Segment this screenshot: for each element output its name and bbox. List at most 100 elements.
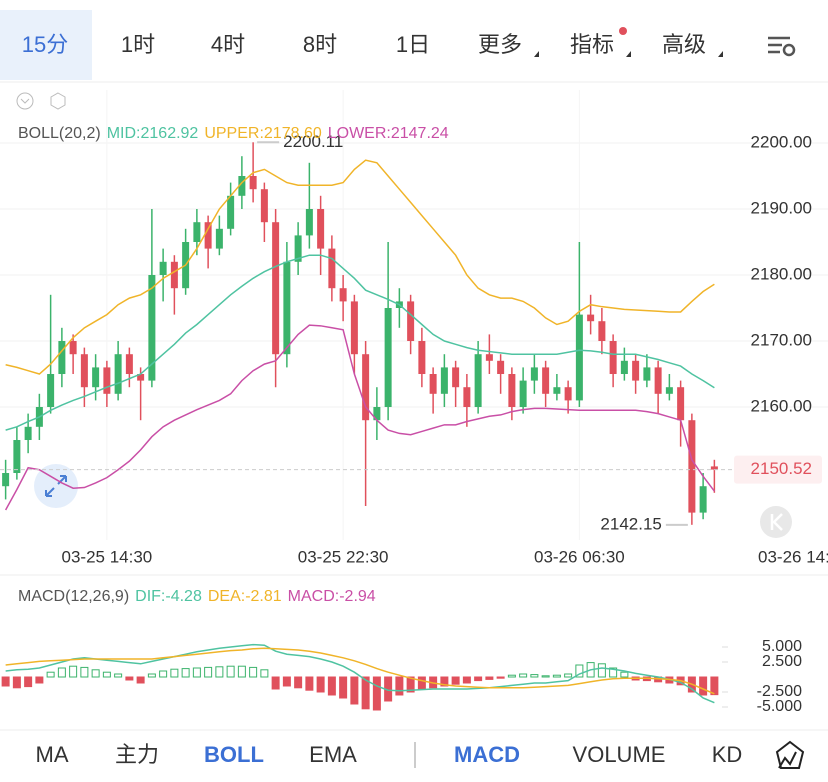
macd-bar — [35, 676, 44, 684]
scroll-button[interactable] — [760, 506, 792, 538]
y-tick-label: 2180.00 — [751, 264, 812, 283]
expand-button[interactable] — [34, 464, 78, 508]
time-tab[interactable]: 8时 — [303, 32, 337, 57]
candle-body — [564, 387, 572, 401]
macd-bar — [125, 676, 134, 681]
candle-body — [13, 440, 21, 474]
candle-body — [699, 486, 707, 513]
draw-icon[interactable] — [778, 751, 797, 769]
high-label: 2200.11 — [283, 132, 343, 151]
candle-body — [114, 354, 122, 394]
icon-gear — [782, 43, 796, 57]
legend-entry: LOWER:2147.24 — [328, 125, 449, 142]
candle-body — [643, 367, 651, 381]
indicator-line — [5, 254, 715, 431]
y-tick-label: 2160.00 — [751, 396, 812, 415]
macd-bar — [226, 665, 235, 678]
macd-bar — [249, 666, 258, 678]
icon[interactable] — [16, 92, 34, 110]
candle-body — [463, 387, 471, 408]
candle-body — [407, 301, 415, 342]
indicator-tab[interactable]: KD — [712, 742, 743, 767]
draw-icon-frame — [775, 740, 805, 769]
candle-body — [677, 387, 685, 421]
macd-bar — [507, 674, 516, 678]
macd-bar — [339, 676, 348, 699]
candle-body — [317, 209, 325, 249]
candle-body — [2, 473, 10, 487]
macd-bar — [327, 676, 336, 696]
candle-body — [249, 176, 257, 190]
legend-entry: DEA:-2.81 — [208, 588, 282, 605]
macd-bar — [496, 676, 505, 679]
candle-body — [542, 367, 550, 394]
candle-body — [452, 367, 460, 388]
macd-bar — [485, 676, 494, 680]
time-tab[interactable]: 15分 — [22, 32, 68, 57]
indicator-tab[interactable]: MA — [36, 742, 69, 767]
candle-body — [710, 466, 718, 470]
candle-body — [373, 407, 381, 421]
indicator-line — [4, 324, 715, 511]
macd-bar — [541, 675, 550, 678]
time-tab[interactable]: 指标 — [570, 32, 614, 57]
candle-body — [69, 341, 77, 355]
macd-bar — [474, 676, 483, 682]
indicator-tab[interactable]: MACD — [454, 742, 520, 767]
macd-bar — [260, 669, 269, 678]
icon[interactable] — [50, 92, 66, 110]
candle-body — [620, 360, 628, 375]
candle-body — [227, 195, 235, 229]
macd-bar — [46, 671, 55, 678]
notification-dot — [619, 27, 627, 35]
macd-bar — [417, 676, 426, 690]
candle-body — [24, 426, 32, 441]
candle-body — [575, 314, 583, 401]
macd-bar — [361, 676, 370, 710]
time-tab[interactable]: 更多 — [478, 32, 522, 57]
macd-bar — [451, 676, 460, 685]
candle-body — [137, 374, 145, 381]
indicator-line — [5, 647, 715, 695]
candle-body — [654, 367, 662, 394]
y-tick-label: -2.500 — [757, 683, 802, 700]
time-tab[interactable]: 1日 — [396, 32, 430, 57]
time-tab[interactable]: 高级 — [662, 32, 706, 57]
candle-body — [384, 308, 392, 408]
indicator-tab[interactable]: BOLL — [204, 742, 264, 767]
candle-body — [429, 374, 437, 394]
candle-body — [553, 387, 561, 394]
indicator-tab[interactable]: 主力 — [115, 742, 159, 767]
candle-body — [688, 420, 696, 513]
candle-body — [609, 341, 617, 375]
legend-entry: MACD(12,26,9) — [18, 588, 129, 605]
y-tick-label: 2190.00 — [751, 198, 812, 217]
scroll-icon — [770, 513, 783, 531]
macd-bar — [552, 674, 561, 678]
time-tab[interactable]: 1时 — [121, 32, 155, 57]
macd-bar — [575, 664, 584, 678]
macd-bar — [147, 673, 156, 678]
macd-bar — [372, 676, 381, 711]
x-tick-label: 03-25 22:30 — [298, 547, 389, 566]
indicator-tab[interactable]: VOLUME — [573, 742, 666, 767]
candle-body — [193, 222, 201, 243]
indicator-tab[interactable]: EMA — [309, 742, 357, 767]
macd-bar — [305, 676, 314, 691]
candle-body — [587, 314, 595, 322]
time-tab[interactable]: 4时 — [211, 32, 245, 57]
legend-entry: DIF:-4.28 — [135, 588, 202, 605]
macd-bar — [406, 676, 415, 693]
candle-body — [159, 261, 167, 276]
macd-bar — [80, 666, 89, 678]
y-tick-label: 2170.00 — [751, 330, 812, 349]
candle-body — [632, 360, 640, 381]
settings-icon[interactable] — [768, 36, 796, 57]
macd-bar — [395, 676, 404, 696]
candle-body — [47, 374, 55, 408]
legend-entry: MID:2162.92 — [107, 125, 199, 142]
macd-bar — [530, 674, 539, 678]
macd-bar — [620, 671, 629, 678]
macd-bar — [710, 676, 719, 696]
candle-body — [92, 367, 100, 388]
